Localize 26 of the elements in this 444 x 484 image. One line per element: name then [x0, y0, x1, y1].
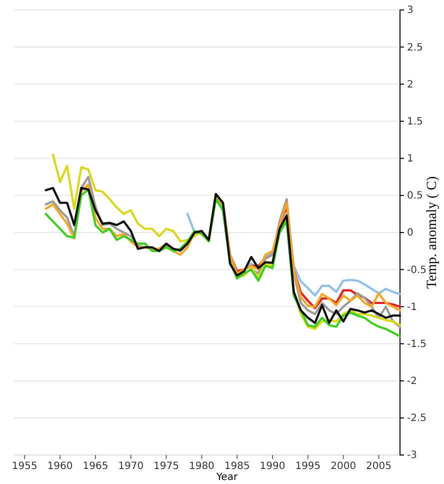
y-tick-label: 2: [407, 79, 414, 90]
x-tick-label: 1975: [154, 461, 179, 472]
x-tick-label: 2005: [366, 461, 392, 472]
y-tick-label: -1.5: [407, 338, 427, 350]
y-tick-label: -2.5: [407, 413, 427, 424]
x-tick-label: 1970: [118, 461, 144, 472]
y-tick-label: 1.5: [407, 116, 423, 128]
y-tick-label: -1: [407, 302, 417, 313]
x-tick-label: 2000: [330, 461, 356, 472]
y-tick-label: -2: [407, 376, 417, 388]
x-tick-label: 1990: [260, 461, 286, 472]
x-tick-label: 1980: [188, 461, 214, 472]
y-tick-label: -3: [407, 450, 417, 462]
x-tick-label: 1965: [82, 461, 108, 472]
y-tick-label: 0.5: [407, 190, 423, 202]
x-tick-label: 1960: [47, 461, 73, 472]
x-axis-title: Year: [215, 472, 238, 483]
x-tick-label: 1995: [295, 461, 321, 472]
y-tick-label: 3: [407, 5, 414, 16]
y-tick-label: -0.5: [407, 264, 427, 276]
y-tick-label: 2.5: [407, 42, 423, 54]
x-tick-label: 1985: [224, 461, 250, 472]
y-tick-label: 1: [407, 154, 414, 165]
x-tick-label: 1955: [12, 461, 38, 472]
y-axis-title: Temp. anomaly ( C): [425, 176, 440, 289]
y-tick-label: 0: [407, 228, 414, 239]
